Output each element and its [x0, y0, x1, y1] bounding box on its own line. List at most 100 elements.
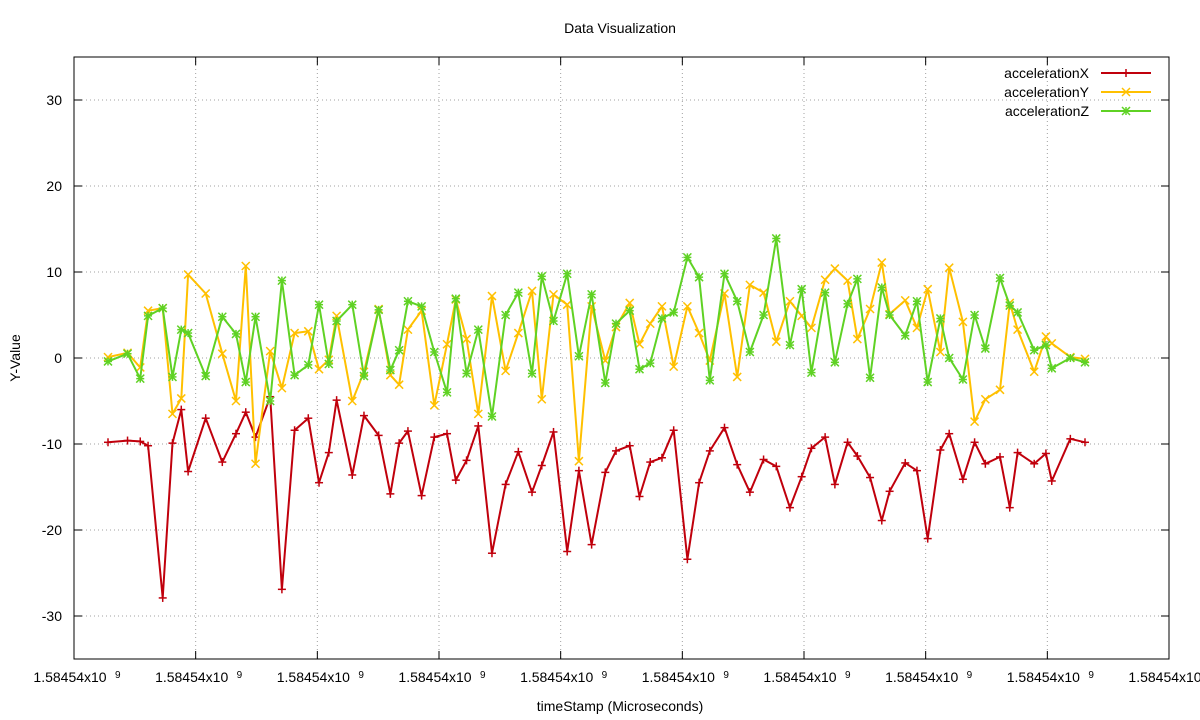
point-accelerationZ	[944, 353, 954, 363]
point-accelerationX	[277, 585, 286, 594]
point-accelerationX	[332, 396, 341, 405]
point-accelerationZ	[217, 312, 227, 322]
point-accelerationZ	[625, 306, 635, 316]
point-accelerationZ	[314, 300, 324, 310]
point-accelerationY	[806, 323, 816, 333]
point-accelerationY	[785, 296, 795, 306]
point-accelerationZ	[574, 351, 584, 361]
y-axis-label: Y-Value	[7, 334, 23, 382]
point-accelerationZ	[462, 368, 472, 379]
point-accelerationY	[830, 264, 840, 274]
point-accelerationY	[995, 385, 1005, 395]
point-accelerationX	[514, 447, 523, 456]
point-accelerationZ	[241, 377, 251, 387]
point-accelerationY	[176, 393, 186, 403]
point-accelerationX	[144, 441, 153, 450]
point-accelerationX	[807, 444, 816, 453]
point-accelerationX	[417, 491, 426, 500]
point-accelerationY	[771, 337, 781, 347]
point-accelerationZ	[359, 371, 369, 381]
point-accelerationX	[574, 466, 583, 475]
x-axis-label: timeStamp (Microseconds)	[537, 698, 704, 714]
y-tick-label: -10	[42, 436, 62, 452]
point-accelerationX	[1005, 503, 1014, 512]
point-accelerationX	[487, 549, 496, 558]
point-accelerationZ	[265, 396, 275, 406]
point-accelerationX	[348, 470, 357, 479]
x-tick-label: 1.58454x10	[885, 669, 958, 685]
point-accelerationZ	[995, 273, 1005, 283]
point-accelerationY	[562, 300, 572, 310]
x-tick-exponent: 9	[845, 670, 851, 681]
point-accelerationY	[877, 258, 887, 268]
point-accelerationY	[462, 334, 472, 344]
point-accelerationX	[549, 427, 558, 436]
point-accelerationX	[601, 468, 610, 477]
point-accelerationX	[657, 453, 666, 462]
series-accelerationZ	[103, 233, 1090, 422]
point-accelerationY	[958, 317, 968, 327]
point-accelerationX	[635, 492, 644, 501]
point-accelerationZ	[158, 303, 168, 313]
point-accelerationY	[429, 400, 439, 410]
point-accelerationX	[612, 446, 621, 455]
y-tick-label: 0	[54, 350, 62, 366]
point-accelerationX	[936, 446, 945, 455]
point-accelerationZ	[167, 372, 178, 382]
point-accelerationX	[625, 441, 634, 450]
point-accelerationZ	[900, 331, 910, 341]
point-accelerationX	[843, 438, 852, 447]
point-accelerationY	[694, 328, 704, 338]
point-accelerationZ	[645, 358, 655, 368]
point-accelerationZ	[429, 347, 439, 357]
point-accelerationY	[682, 301, 692, 311]
point-accelerationZ	[980, 344, 990, 354]
point-accelerationZ	[562, 269, 572, 279]
point-accelerationZ	[820, 288, 830, 298]
point-accelerationY	[852, 334, 862, 344]
point-accelerationZ	[1013, 307, 1023, 317]
point-accelerationX	[395, 439, 404, 448]
point-accelerationX	[403, 427, 412, 436]
point-accelerationY	[231, 396, 241, 406]
point-accelerationY	[487, 291, 497, 301]
point-accelerationZ	[1047, 363, 1057, 373]
point-accelerationX	[695, 478, 704, 487]
point-accelerationX	[374, 431, 383, 440]
point-accelerationZ	[290, 370, 300, 380]
point-accelerationX	[669, 426, 678, 435]
point-accelerationY	[625, 298, 635, 308]
point-accelerationX	[386, 489, 395, 498]
point-accelerationX	[912, 466, 921, 475]
y-tick-label: 30	[46, 92, 62, 108]
y-tick-label: -20	[42, 522, 62, 538]
point-accelerationZ	[600, 378, 610, 388]
x-tick-exponent: 9	[967, 670, 973, 681]
point-accelerationY	[944, 263, 954, 273]
point-accelerationY	[303, 326, 313, 336]
point-accelerationZ	[1005, 301, 1015, 311]
point-accelerationZ	[830, 357, 840, 367]
point-accelerationY	[548, 289, 559, 299]
point-accelerationZ	[705, 375, 715, 385]
point-accelerationZ	[923, 377, 933, 387]
point-accelerationZ	[332, 316, 342, 326]
point-accelerationZ	[103, 356, 113, 366]
point-accelerationX	[501, 480, 510, 489]
point-accelerationX	[304, 414, 313, 423]
point-accelerationY	[250, 459, 261, 469]
point-accelerationY	[732, 372, 742, 382]
chart-title: Data Visualization	[564, 20, 676, 36]
point-accelerationX	[853, 452, 862, 461]
point-accelerationY	[473, 409, 483, 419]
point-accelerationZ	[527, 368, 537, 379]
point-accelerationX	[733, 460, 742, 469]
point-accelerationY	[537, 394, 547, 404]
plot-frame	[73, 56, 1170, 660]
point-accelerationY	[442, 339, 452, 349]
point-accelerationY	[980, 394, 990, 404]
point-accelerationZ	[885, 310, 895, 320]
point-accelerationZ	[682, 252, 692, 262]
point-accelerationX	[528, 488, 537, 497]
point-accelerationZ	[1041, 340, 1051, 350]
